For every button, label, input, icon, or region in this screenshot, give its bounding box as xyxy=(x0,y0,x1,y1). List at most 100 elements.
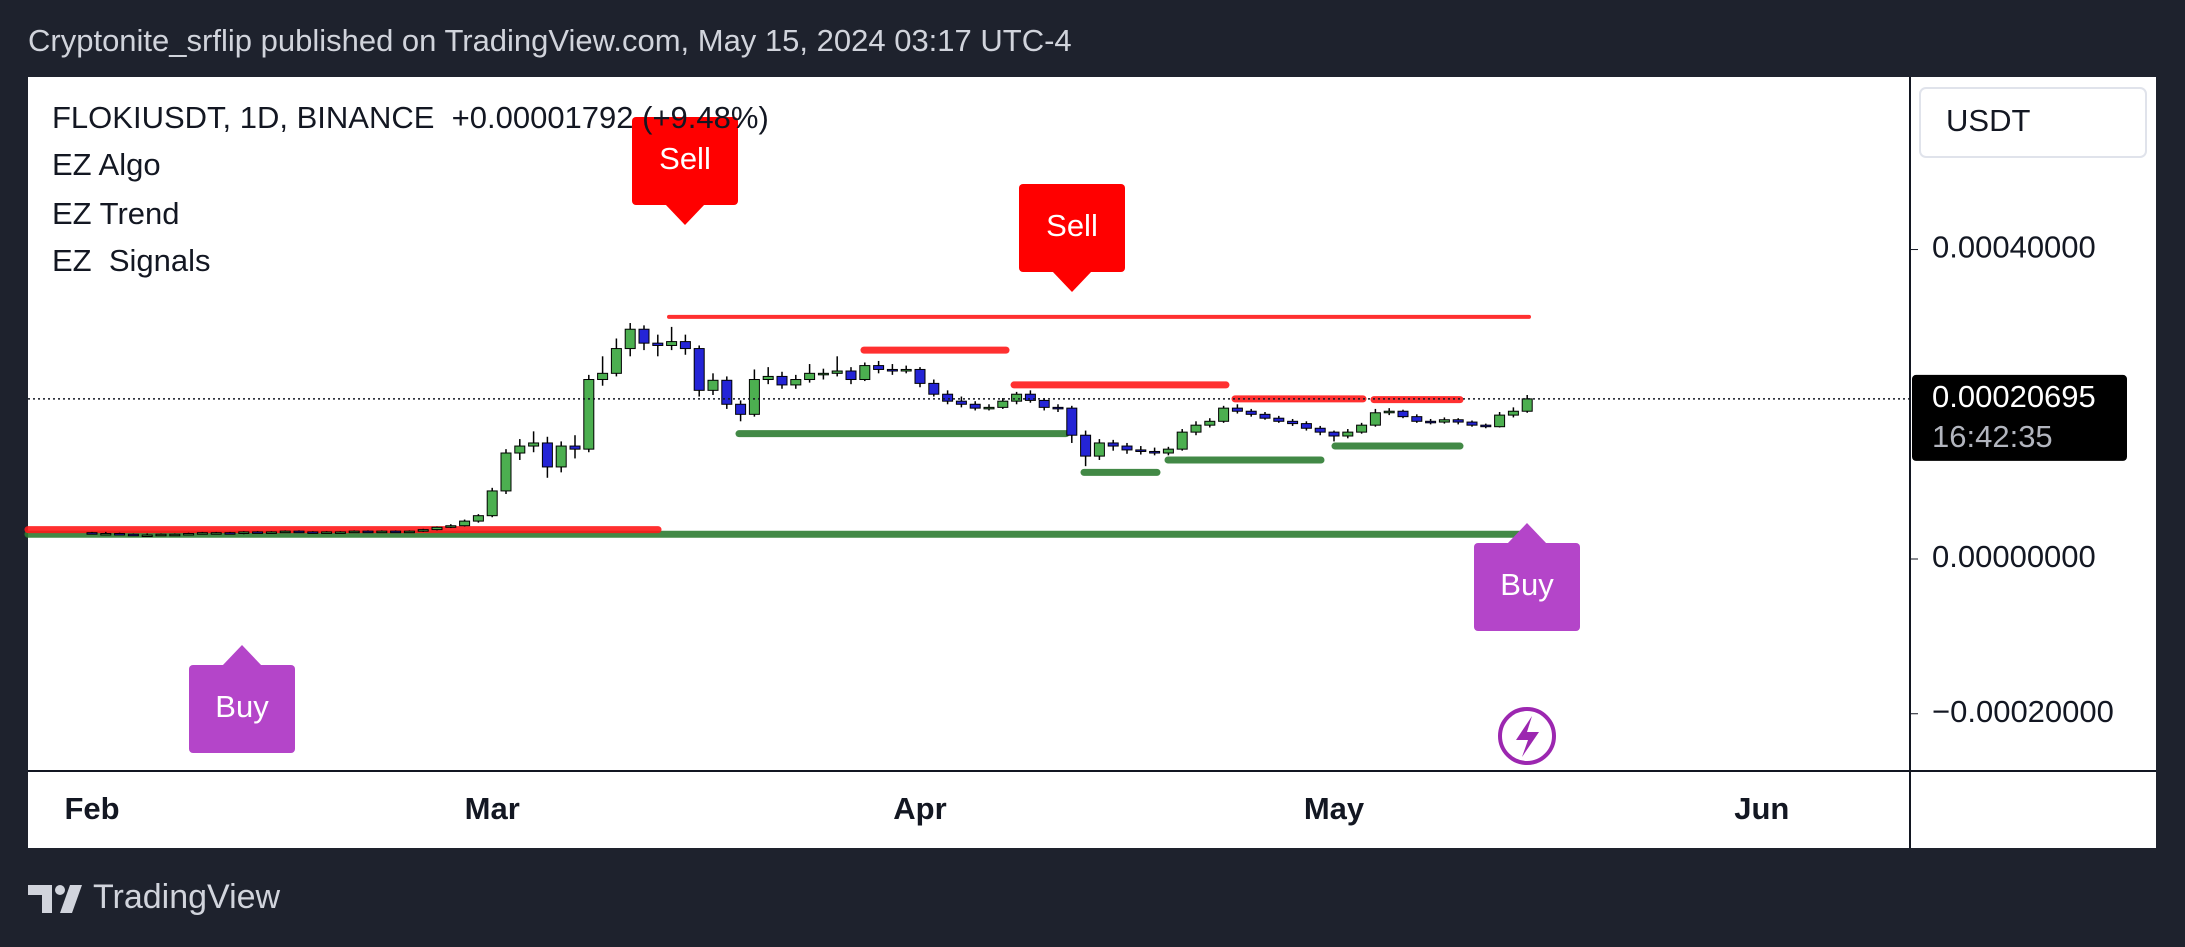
candle-body xyxy=(1080,434,1092,457)
candle-body xyxy=(804,372,816,381)
candle-body xyxy=(679,341,691,350)
candle-body xyxy=(1218,407,1230,422)
candle-body xyxy=(1162,448,1174,454)
candle-body xyxy=(1521,398,1533,412)
alert-icon[interactable] xyxy=(1498,707,1556,765)
signal-box xyxy=(189,665,295,753)
candle-body xyxy=(610,348,622,374)
signal-pointer xyxy=(1052,271,1092,292)
tradingview-logo xyxy=(28,885,82,913)
candle-body xyxy=(776,375,788,386)
candle-body xyxy=(169,533,181,537)
candle-body xyxy=(693,348,705,391)
candle-body xyxy=(1038,399,1050,408)
candle-body xyxy=(1066,407,1078,436)
candle-body xyxy=(127,533,139,537)
candle-body xyxy=(1093,442,1105,457)
signal-pointer xyxy=(1507,523,1547,544)
candle-body xyxy=(1231,407,1243,412)
candle-body xyxy=(735,403,747,415)
candle-body xyxy=(265,531,277,534)
candle-body xyxy=(955,400,967,405)
signal-label: Buy xyxy=(215,689,269,724)
candle-body xyxy=(652,342,664,346)
last-price-label: 0.00020695 xyxy=(1932,379,2096,414)
candle-body xyxy=(417,529,429,532)
signal-label: Sell xyxy=(1046,208,1098,243)
candle-body xyxy=(541,442,553,468)
alert-bolt xyxy=(1516,716,1539,757)
candle-body xyxy=(555,445,567,468)
candle-body xyxy=(790,379,802,386)
candle-body xyxy=(390,530,402,534)
candle-body xyxy=(1411,416,1423,422)
signal-label: Sell xyxy=(659,141,711,176)
candle-body xyxy=(114,532,126,536)
currency-box[interactable] xyxy=(1919,87,2147,158)
candle-body xyxy=(1121,445,1133,451)
candle-body xyxy=(500,452,512,492)
signal-pointer xyxy=(665,204,705,225)
candle-body xyxy=(183,532,195,536)
logo-shape xyxy=(28,885,52,913)
x-tick-label: Feb xyxy=(64,791,119,826)
candle-body xyxy=(583,379,595,450)
candle-body xyxy=(1494,414,1506,428)
candle-body xyxy=(942,393,954,402)
candle-body xyxy=(486,490,498,517)
candle-body xyxy=(928,382,940,395)
plot-area: Sell Sell Buy Buy xyxy=(24,117,1580,753)
footer-brand: TradingView xyxy=(93,878,281,916)
candle-body xyxy=(1466,421,1478,426)
candle-body xyxy=(1356,424,1368,433)
candle-body xyxy=(1176,431,1188,450)
symbol-legend: FLOKIUSDT, 1D, BINANCE +0.00001792 (+9.4… xyxy=(52,100,769,135)
candle-body xyxy=(459,520,471,527)
candle-body xyxy=(1507,410,1519,416)
alert-circle xyxy=(1498,707,1556,765)
candle-body xyxy=(334,531,346,534)
y-tick-label: 0.00000000 xyxy=(1932,539,2096,574)
candle-body xyxy=(748,379,760,415)
candle-body xyxy=(1425,420,1437,424)
currency-label: USDT xyxy=(1946,103,2030,138)
publish-header: Cryptonite_srflip published on TradingVi… xyxy=(28,23,1072,58)
candle-body xyxy=(210,532,222,535)
x-tick-label: Mar xyxy=(465,791,520,826)
candle-body xyxy=(1245,410,1257,415)
candle-body xyxy=(1273,417,1285,422)
candle-body xyxy=(1328,431,1340,437)
candle-body xyxy=(155,533,167,537)
candle-body xyxy=(100,532,112,536)
candle-body xyxy=(1300,423,1312,429)
x-tick-label: Jun xyxy=(1734,791,1789,826)
logo-shape xyxy=(55,885,65,895)
candle-body xyxy=(224,532,236,535)
x-tick-label: May xyxy=(1304,791,1365,826)
candle-body xyxy=(983,406,995,410)
candle-body xyxy=(252,531,264,534)
candle-body xyxy=(1287,420,1299,425)
last-price-box xyxy=(1912,374,2127,461)
candle-body xyxy=(445,525,457,528)
candle-body xyxy=(1314,427,1326,433)
candle-body xyxy=(762,375,774,381)
candle-body xyxy=(293,530,305,534)
candle-body xyxy=(1397,410,1409,418)
candle-body xyxy=(514,445,526,454)
candle-body xyxy=(1204,420,1216,426)
signal-box xyxy=(1019,184,1125,272)
candle-body xyxy=(196,532,208,535)
candle-body xyxy=(86,532,98,535)
logo-shape xyxy=(60,885,82,913)
candle-body xyxy=(845,370,857,381)
candle-body xyxy=(859,365,871,381)
candle-body xyxy=(1438,419,1450,423)
candle-body xyxy=(569,445,581,450)
signal-box xyxy=(632,117,738,205)
candle-body xyxy=(472,515,484,522)
candle-body xyxy=(348,530,360,534)
candle-body xyxy=(969,403,981,409)
candle-body xyxy=(597,372,609,381)
candle-body xyxy=(1342,431,1354,437)
